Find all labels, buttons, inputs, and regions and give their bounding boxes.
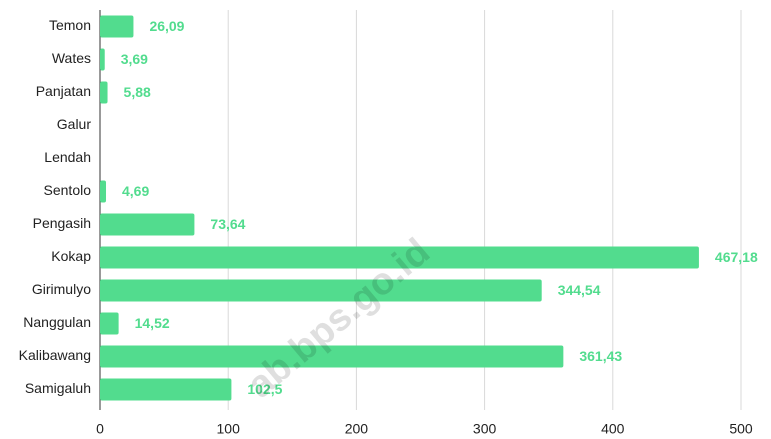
x-tick-label: 100 <box>217 421 241 437</box>
y-tick-label: Kalibawang <box>19 347 91 363</box>
y-tick-label: Galur <box>57 116 92 132</box>
value-label: 467,18 <box>715 249 758 265</box>
bar <box>100 15 134 38</box>
value-label: 4,69 <box>122 183 149 199</box>
y-tick-label: Temon <box>49 17 91 33</box>
x-tick-label: 200 <box>345 421 369 437</box>
bar <box>100 81 108 104</box>
bar <box>100 345 564 368</box>
bar <box>100 180 107 203</box>
y-tick-label: Sentolo <box>44 182 92 198</box>
y-tick-label: Panjatan <box>36 83 91 99</box>
bar <box>100 48 105 71</box>
y-tick-label: Pengasih <box>33 215 91 231</box>
value-label: 5,88 <box>124 84 151 100</box>
value-label: 361,43 <box>579 348 622 364</box>
bar <box>100 246 699 269</box>
bar <box>100 312 119 335</box>
value-label: 3,69 <box>121 51 148 67</box>
x-tick-label: 0 <box>96 421 104 437</box>
x-tick-label: 300 <box>473 421 497 437</box>
x-tick-label: 500 <box>729 421 753 437</box>
bar <box>100 213 195 236</box>
value-label: 73,64 <box>210 216 245 232</box>
y-tick-label: Nanggulan <box>23 314 91 330</box>
bar <box>100 279 542 302</box>
y-tick-label: Lendah <box>44 149 91 165</box>
value-label: 14,52 <box>135 315 170 331</box>
value-label: 26,09 <box>149 18 184 34</box>
value-label: 344,54 <box>558 282 601 298</box>
value-label: 102,5 <box>247 381 282 397</box>
y-tick-label: Girimulyo <box>32 281 91 297</box>
y-tick-label: Wates <box>52 50 91 66</box>
x-tick-label: 400 <box>601 421 625 437</box>
y-tick-label: Kokap <box>51 248 91 264</box>
bar <box>100 378 232 401</box>
y-tick-label: Samigaluh <box>25 380 91 396</box>
